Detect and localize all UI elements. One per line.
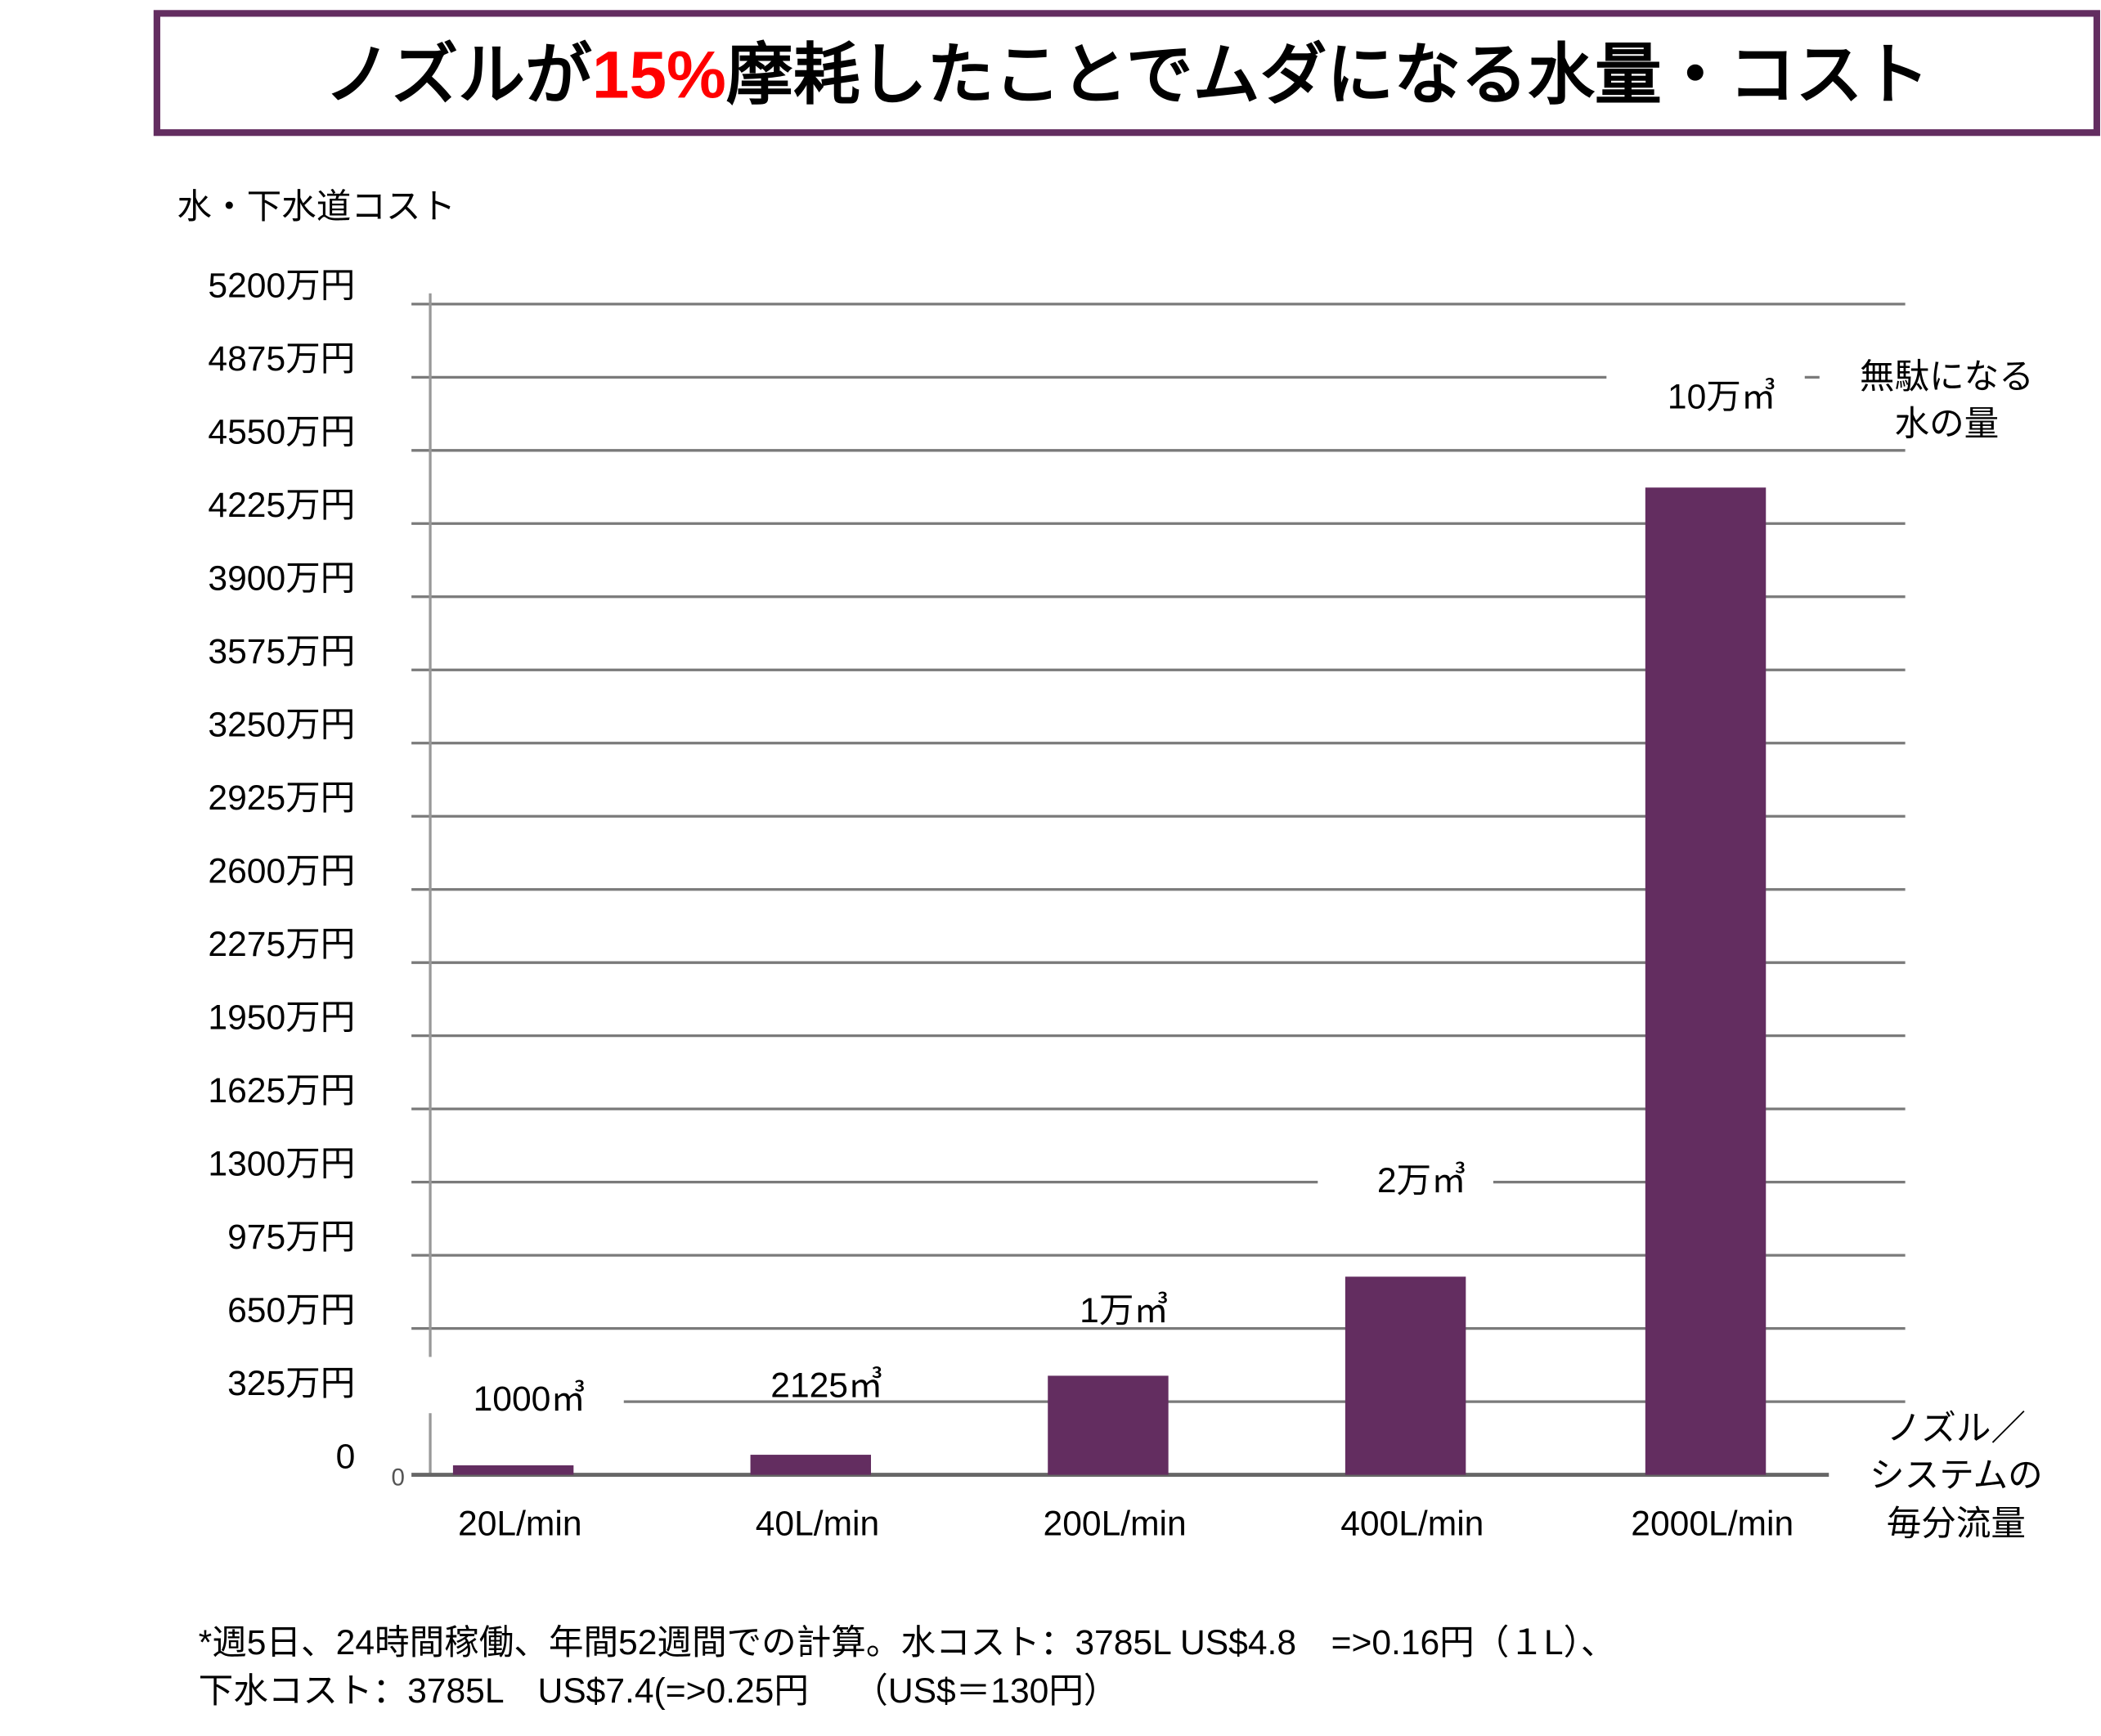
x-axis-title-line: ノズル／ — [1887, 1409, 2026, 1448]
y-tick-label: 3250万円 — [208, 706, 355, 745]
y-tick-label: 325万円 — [227, 1364, 355, 1403]
data-label: 10万㎥ — [1668, 378, 1776, 417]
bar — [750, 1455, 871, 1475]
y-tick-label: 3575万円 — [208, 632, 355, 671]
y-tick-label: 4875万円 — [208, 339, 355, 379]
data-label-title-background — [1819, 341, 2061, 449]
y-tick-label: 2600万円 — [208, 852, 355, 891]
data-label-background — [402, 1357, 624, 1414]
x-tick-label: 400L/min — [1340, 1504, 1484, 1543]
y-tick-label: 0 — [336, 1437, 356, 1476]
data-labels: 1000㎥ 2125㎥ 1万㎥ 2万㎥ 10万㎥ — [402, 355, 1805, 1419]
x-tick-label: 200L/min — [1044, 1504, 1187, 1543]
title-frame — [153, 10, 2100, 137]
title-highlight: 15% — [592, 38, 726, 113]
x-tick-label: 40L/min — [756, 1504, 879, 1543]
y-tick-label: 1950万円 — [208, 998, 355, 1037]
data-label: 2125㎥ — [770, 1366, 882, 1406]
data-label: 2万㎥ — [1377, 1161, 1466, 1200]
bar — [1345, 1276, 1466, 1475]
y-tick-label: 3900万円 — [208, 559, 355, 599]
bars — [452, 487, 1767, 1475]
data-label-background — [1020, 1268, 1196, 1326]
title-part2: 摩耗したことでムダになる水量・コスト — [726, 38, 1930, 113]
x-axis-title: ノズル／ システムの 毎分流量 — [1870, 1409, 2043, 1543]
origin-mark: 0 — [392, 1465, 405, 1492]
y-tick-label: 1300万円 — [208, 1144, 355, 1183]
page-title: ノズルが15%摩耗したことでムダになる水量・コスト — [324, 38, 1929, 113]
y-tick-labels: 0 325万円 650万円 975万円 1300万円 1625万円 1950万円 2275万円… — [208, 267, 355, 1477]
footnote-line2: 下水コスト：3785L US$7.4(=>0.25円 （US$＝130円） — [199, 1671, 1119, 1711]
data-label-background — [1606, 355, 1805, 411]
data-label: 1000㎥ — [474, 1379, 586, 1419]
y-tick-label: 2925万円 — [208, 778, 355, 818]
bar — [1645, 487, 1767, 1475]
title-part1: ノズルが — [324, 38, 592, 113]
title-box: ノズルが15%摩耗したことでムダになる水量・コスト — [153, 10, 2100, 137]
bar — [452, 1465, 574, 1475]
x-axis-title-line: システムの — [1870, 1456, 2043, 1495]
bar — [1048, 1375, 1169, 1475]
data-label-title: 無駄になる 水の量 — [1819, 341, 2061, 449]
y-tick-label: 4550万円 — [208, 413, 355, 452]
footnote-line1: *週5日、24時間稼働、年間52週間での計算。水コスト：3785L US$4.8… — [199, 1623, 1616, 1662]
y-tick-label: 650万円 — [227, 1290, 355, 1330]
y-tick-label: 4225万円 — [208, 486, 355, 525]
y-axis-title: 水・下水道コスト — [177, 187, 456, 227]
x-axis-title-line: 毎分流量 — [1887, 1504, 2026, 1543]
y-tick-label: 2275万円 — [208, 925, 355, 964]
data-label: 1万㎥ — [1080, 1291, 1169, 1330]
y-tick-label: 5200万円 — [208, 267, 355, 306]
data-label-title-line: 水の量 — [1895, 404, 2000, 443]
x-tick-labels: 20L/min 40L/min 200L/min 400L/min 2000L/min — [458, 1504, 1793, 1543]
data-label-title-line: 無駄になる — [1860, 357, 2034, 397]
x-tick-label: 20L/min — [458, 1504, 581, 1543]
data-label-background — [700, 1343, 922, 1400]
y-tick-label: 1625万円 — [208, 1071, 355, 1110]
x-tick-label: 2000L/min — [1631, 1504, 1793, 1543]
data-label-background — [1318, 1138, 1493, 1195]
y-tick-label: 975万円 — [227, 1218, 355, 1257]
